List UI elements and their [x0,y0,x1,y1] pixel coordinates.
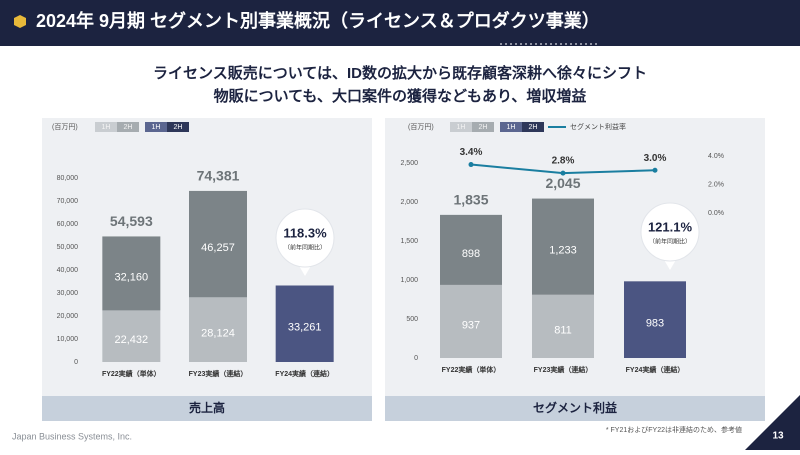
bar-segment [189,190,247,298]
x-tick-label: FY24実績（連結） [626,365,685,374]
badge-note: （前年同期比） [284,244,326,252]
legend-label: 2H [529,124,538,131]
y-tick-label: 1,500 [400,238,418,245]
data-label: 28,124 [201,328,235,340]
y-tick-label: 20,000 [57,313,79,320]
x-tick-label: FY23実績（連結） [189,369,248,378]
data-label: 2.8% [552,156,575,167]
unit-label: (百万円) [52,123,78,131]
company-name: Japan Business Systems, Inc. [12,431,132,441]
total-label: 54,593 [110,213,153,229]
data-label: 22,432 [115,334,149,346]
legend-swatch [500,122,522,132]
y-tick-label: 1,000 [400,277,418,284]
y-tick-label: 10,000 [57,336,79,343]
y-tick-label: 50,000 [57,244,79,251]
legend-label: 2H [479,124,488,131]
data-label: 3.0% [644,153,667,164]
legend-swatch [145,122,167,132]
data-label: 32,160 [115,271,149,283]
legend-label: 2H [124,124,133,131]
page-number: 13 [772,431,784,442]
bar-segment [440,214,502,285]
line-marker [468,162,474,168]
y2-tick-label: 0.0% [708,210,724,217]
total-label: 2,045 [545,175,580,191]
y-tick-label: 0 [74,359,78,366]
legend-label: 1H [507,124,516,131]
x-tick-label: FY24実績（連結） [275,369,334,378]
data-label: 3.4% [460,147,483,158]
y-tick-label: 2,500 [400,160,418,167]
total-label: 74,381 [197,168,240,184]
footnote: * FY21およびFY22は非連結のため、参考値 [606,425,742,434]
legend-label: 1H [102,124,111,131]
data-label: 983 [646,318,664,330]
data-label: 46,257 [201,242,235,254]
panel-label-bar [385,396,765,421]
legend-swatch [472,122,494,132]
chart-title: 売上高 [189,400,225,415]
y-tick-label: 80,000 [57,175,79,182]
x-tick-label: FY23実績（連結） [534,365,593,374]
x-tick-label: FY22実績（単体） [442,365,501,374]
data-label: 898 [462,248,480,260]
line-marker [652,167,658,173]
total-label: 1,835 [453,192,488,208]
legend-swatch [450,122,472,132]
header-icon [14,15,26,28]
data-label: 33,261 [288,322,322,334]
badge-note: （前年同期比） [649,238,691,246]
y2-tick-label: 4.0% [708,153,724,160]
legend-label: セグメント利益率 [570,122,626,131]
slide-title: 2024年 9月期 セグメント別事業概況（ライセンス＆プロダクツ事業） [36,10,600,31]
line-marker [560,170,566,176]
legend-label: 2H [174,124,183,131]
bar-segment [624,281,686,358]
legend-swatch [522,122,544,132]
y-tick-label: 70,000 [57,198,79,205]
legend-label: 1H [152,124,161,131]
subtitle-line: 物販についても、大口案件の獲得などもあり、増収増益 [214,87,587,105]
bar-segment [102,236,161,311]
data-label: 1,233 [549,245,577,257]
legend-swatch [117,122,139,132]
corner-decoration [745,395,800,450]
badge-value: 118.3% [283,225,327,240]
y-tick-label: 0 [414,355,418,362]
subtitle-line: ライセンス販売については、ID数の拡大から既存顧客深耕へ徐々にシフト [153,64,647,82]
legend-label: 1H [457,124,466,131]
y-tick-label: 500 [406,316,418,323]
badge [640,202,700,262]
bar-segment [189,297,247,362]
bar-segment [440,284,502,358]
y-tick-label: 60,000 [57,221,79,228]
bar-segment [532,198,594,295]
bar-segment [532,294,594,358]
chart-title: セグメント利益 [533,400,617,415]
x-tick-label: FY22実績（単体） [102,369,161,378]
header-bar [0,0,800,46]
bar-segment [102,310,161,362]
unit-label: (百万円) [408,123,434,131]
data-label: 811 [554,324,572,336]
y-tick-label: 2,000 [400,199,418,206]
y-tick-label: 40,000 [57,267,79,274]
legend-swatch [95,122,117,132]
y2-tick-label: 2.0% [708,181,724,188]
data-label: 937 [462,319,480,331]
legend-swatch [167,122,189,132]
badge [275,208,335,268]
y-tick-label: 30,000 [57,290,79,297]
panel-label-bar [42,396,372,421]
badge-value: 121.1% [648,219,693,234]
bar-segment [275,285,334,362]
